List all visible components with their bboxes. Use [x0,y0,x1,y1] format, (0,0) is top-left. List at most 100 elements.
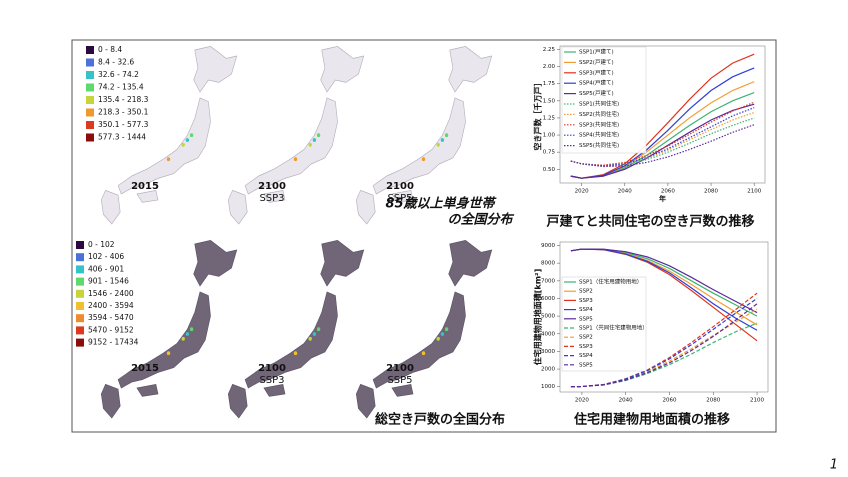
map-label: 2100 [258,363,286,374]
series-line [570,103,755,179]
legend-label: 3594 - 5470 [88,313,134,322]
legend-label: SSP5(戸建て) [579,89,614,97]
y-tick-label: 2000 [541,367,555,373]
map-label: 2015 [131,363,159,374]
y-tick-label: 8000 [541,261,555,267]
legend-swatch [76,302,84,310]
hotspot [440,138,445,142]
legend-label: 406 - 901 [88,264,124,273]
legend-label: SSP5 [579,316,593,322]
y-axis-label: 空き戸数［千万戸］ [533,79,543,151]
hotspot [185,332,190,336]
legend-label: 1546 - 2400 [88,289,134,298]
legend-label: SSP1（住宅用建物用地） [579,278,642,286]
map-sublabel: SSP3 [259,375,284,386]
map-label: 2100 [386,363,414,374]
hotspot [293,157,298,162]
map-shape [227,239,365,419]
y-tick-label: 4000 [541,331,555,337]
map [227,239,365,419]
legend-label: 577.3 - 1444 [98,133,146,142]
legend-label: 0 - 102 [88,240,115,249]
series-line [570,124,755,168]
hotspot [166,157,171,162]
chart-title: 戸建てと共同住宅の空き戸数の推移 [546,214,754,230]
legend-swatch [76,241,84,249]
series-line [570,303,758,388]
legend-label: SSP5(共同住宅) [579,141,619,149]
y-tick-label: 1.25 [543,115,556,121]
hotspot [421,157,426,162]
hotspot [444,327,449,332]
hotspot [440,332,445,336]
legend-swatch [86,121,94,129]
hotspot [444,133,449,138]
y-tick-label: 6000 [541,296,555,302]
map-shape [355,239,493,419]
map [355,239,493,419]
y-axis-label: 住宅用建物用地面積[km²] [533,269,543,365]
legend-swatch [86,46,94,54]
map-title: の全国分布 [447,212,514,228]
x-tick-label: 2040 [618,189,632,195]
legend-label: SSP3(戸建て) [579,68,614,76]
legend-label: 218.3 - 350.1 [98,108,149,117]
legend-label: SSP2(戸建て) [579,58,614,66]
x-tick-label: 2040 [619,398,633,404]
hotspot [308,142,312,147]
legend-swatch [86,96,94,104]
legend-label: 8.4 - 32.6 [98,58,134,67]
x-tick-label: 2080 [704,189,718,195]
map [100,45,238,225]
y-tick-label: 0.50 [543,167,556,173]
y-tick-label: 0.75 [543,150,556,156]
map [100,239,238,419]
legend-box [561,46,647,154]
y-tick-label: 1.00 [543,133,556,139]
y-tick-label: 1.50 [543,98,556,104]
legend-label: SSP3 [579,344,593,350]
legend-label: SSP1(共同住宅) [579,100,619,108]
hotspot [436,336,440,341]
legend-label: SSP3(共同住宅) [579,120,619,128]
legend-label: SSP3 [579,298,593,304]
legend-label: SSP1（共同住宅建物用地） [579,324,648,332]
legend-label: SSP4(共同住宅) [579,131,619,139]
hotspot [421,351,426,356]
map-label: 2100 [258,181,286,192]
hotspot [436,142,440,147]
legend-swatch [86,133,94,142]
map-label: 2100 [386,181,414,192]
legend-label: SSP2(共同住宅) [579,110,619,118]
map [355,45,493,225]
map [227,45,365,225]
map-sublabel: SSP3 [259,193,284,204]
legend-swatch [76,265,84,274]
legend-label: 0 - 8.4 [98,45,122,54]
legend-swatch [86,58,94,67]
y-tick-label: 9000 [541,243,555,249]
map-sublabel: SSP5 [387,193,412,204]
legend-label: SSP4 [579,353,593,359]
hotspot [166,351,171,356]
hotspot [312,332,317,336]
x-tick-label: 2080 [706,398,720,404]
legend-label: 2400 - 3594 [88,301,134,310]
legend-label: 5470 - 9152 [88,325,134,334]
hotspot [312,138,317,142]
hotspot [185,138,190,142]
chart-title: 住宅用建物用地面積の推移 [574,412,730,428]
hotspot [293,351,298,356]
legend-swatch [76,289,84,298]
y-tick-label: 2.25 [543,47,556,53]
legend-swatch [76,277,84,286]
y-tick-label: 7000 [541,278,555,284]
legend-label: SSP1(戸建て) [579,48,614,56]
series-line [570,248,758,314]
legend-box [561,276,647,372]
y-tick-label: 2.00 [543,64,556,70]
legend-label: SSP2 [579,289,593,295]
legend-label: 135.4 - 218.3 [98,95,149,104]
y-tick-label: 1.75 [543,81,556,87]
